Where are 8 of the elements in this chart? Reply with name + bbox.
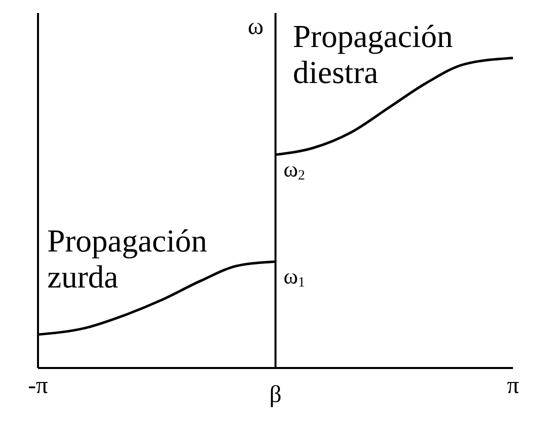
- annotation: ω$_{1}$: [284, 263, 305, 291]
- x-tick-label: -π: [28, 373, 48, 400]
- annotation: Propagación diestra: [292, 18, 453, 90]
- x-axis-title: β: [269, 382, 282, 408]
- y-axis-title: ω: [248, 14, 264, 40]
- annotation: ω$_{2}$: [284, 156, 305, 184]
- x-tick-label: π: [506, 373, 520, 400]
- annotation: Propagación zurda: [47, 222, 208, 294]
